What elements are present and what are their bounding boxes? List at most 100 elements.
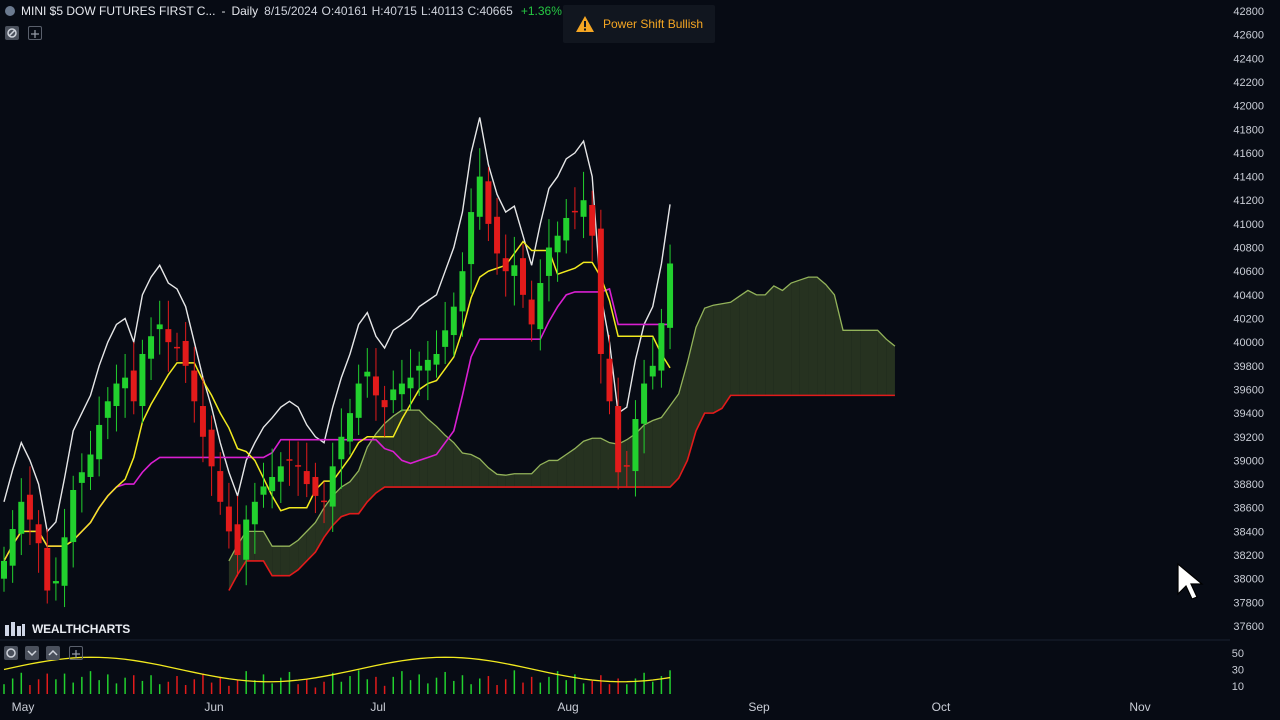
chevron-up-icon bbox=[48, 649, 58, 656]
candle-body bbox=[139, 353, 146, 407]
candle-body bbox=[494, 216, 501, 254]
candle-body bbox=[260, 486, 267, 495]
candle-body bbox=[485, 181, 492, 224]
timeframe-label[interactable]: Daily bbox=[231, 4, 259, 18]
cloud-segment bbox=[557, 454, 567, 488]
plus-icon bbox=[31, 30, 39, 38]
sub-y-tick-label: 30 bbox=[1232, 665, 1244, 677]
y-tick-label: 39400 bbox=[1233, 408, 1264, 420]
candle-body bbox=[338, 436, 345, 460]
cloud-segment bbox=[730, 296, 740, 396]
brand-logo: WEALTHCHARTS bbox=[4, 620, 130, 638]
cloud-segment bbox=[851, 330, 861, 396]
cloud-segment bbox=[505, 473, 515, 488]
cloud-segment bbox=[661, 405, 671, 488]
close-value: 40665 bbox=[479, 4, 513, 18]
symbol-name[interactable]: MINI $5 DOW FUTURES FIRST C... bbox=[21, 4, 216, 18]
candle-body bbox=[571, 210, 578, 213]
candle-body bbox=[563, 217, 570, 241]
collapse-button[interactable] bbox=[25, 646, 39, 660]
y-tick-label: 39600 bbox=[1233, 384, 1264, 396]
sub-add-button[interactable] bbox=[69, 646, 83, 660]
candle-body bbox=[398, 383, 405, 395]
cloud-segment bbox=[566, 448, 575, 488]
y-tick-label: 42600 bbox=[1233, 30, 1264, 42]
candle-body bbox=[148, 336, 155, 359]
candle-body bbox=[476, 176, 483, 217]
brand-text: WEALTHCHARTS bbox=[32, 622, 131, 636]
candle-body bbox=[641, 383, 648, 424]
y-tick-label: 40800 bbox=[1233, 243, 1264, 255]
cloud-segment bbox=[488, 467, 498, 488]
cloud-segment bbox=[696, 308, 705, 431]
candle-body bbox=[44, 547, 51, 591]
cloud-segment bbox=[652, 417, 662, 488]
candle-body bbox=[182, 340, 189, 366]
cloud-segment bbox=[739, 290, 748, 396]
candle-body bbox=[580, 200, 587, 217]
lagging-line bbox=[3, 117, 671, 533]
span-b-line bbox=[228, 394, 895, 591]
chart-header: MINI $5 DOW FUTURES FIRST C... - Daily 8… bbox=[0, 0, 577, 22]
sub-settings-button[interactable] bbox=[4, 646, 18, 660]
cloud-segment bbox=[367, 433, 376, 502]
candle-body bbox=[468, 212, 475, 265]
open-label: O: bbox=[321, 4, 335, 18]
cloud-segment bbox=[514, 473, 523, 488]
low-label: L: bbox=[420, 4, 431, 18]
cloud-segment bbox=[644, 420, 653, 488]
candle-body bbox=[18, 501, 25, 534]
x-tick-label: Jun bbox=[204, 700, 223, 714]
cloud-segment bbox=[600, 438, 610, 488]
candle-body bbox=[61, 537, 68, 586]
high-label: H: bbox=[371, 4, 384, 18]
candle-body bbox=[234, 524, 241, 556]
x-tick-label: Nov bbox=[1129, 700, 1150, 714]
candle-body bbox=[208, 429, 215, 467]
cloud-segment bbox=[592, 438, 601, 488]
cloud-segment bbox=[704, 305, 714, 414]
cloud-segment bbox=[445, 435, 454, 488]
candle-body bbox=[35, 524, 42, 544]
alert-banner[interactable]: Power Shift Bullish bbox=[563, 5, 715, 43]
expand-button[interactable] bbox=[46, 646, 60, 660]
y-tick-label: 40000 bbox=[1233, 337, 1264, 349]
candle-body bbox=[364, 371, 371, 377]
alert-text: Power Shift Bullish bbox=[603, 17, 704, 31]
cloud-segment bbox=[436, 426, 446, 488]
candle-body bbox=[433, 353, 440, 365]
wealthcharts-logo-icon bbox=[5, 622, 25, 636]
candle-body bbox=[295, 465, 302, 467]
y-tick-label: 39000 bbox=[1233, 455, 1264, 467]
candle-body bbox=[589, 204, 596, 236]
y-tick-label: 40400 bbox=[1233, 290, 1264, 302]
settings-button[interactable] bbox=[5, 26, 19, 40]
candle-body bbox=[537, 283, 544, 330]
y-tick-label: 42400 bbox=[1233, 53, 1264, 65]
header-separator: - bbox=[221, 4, 226, 18]
open-value: 40161 bbox=[334, 4, 368, 18]
cloud-segment bbox=[886, 339, 895, 396]
candle-body bbox=[502, 258, 509, 272]
cloud-segment bbox=[350, 470, 359, 514]
cloud-segment bbox=[877, 330, 887, 396]
y-tick-label: 39200 bbox=[1233, 432, 1264, 444]
y-tick-label: 38000 bbox=[1233, 574, 1264, 586]
candle-body bbox=[450, 306, 457, 336]
y-tick-label: 38200 bbox=[1233, 550, 1264, 562]
tenkan-line bbox=[3, 240, 671, 562]
add-indicator-button[interactable] bbox=[28, 26, 42, 40]
candle-body bbox=[269, 476, 276, 492]
cloud-segment bbox=[670, 393, 679, 488]
ohlc-high: H:40715 bbox=[372, 4, 417, 18]
candle-body bbox=[70, 489, 77, 543]
x-tick-label: Sep bbox=[748, 700, 770, 714]
cloud-segment bbox=[713, 303, 722, 414]
candle-body bbox=[459, 271, 466, 312]
cloud-segment bbox=[419, 410, 428, 488]
candle-body bbox=[355, 383, 362, 418]
candle-body bbox=[511, 265, 518, 276]
ohlc-open: O:40161 bbox=[322, 4, 368, 18]
candle-body bbox=[424, 359, 431, 371]
